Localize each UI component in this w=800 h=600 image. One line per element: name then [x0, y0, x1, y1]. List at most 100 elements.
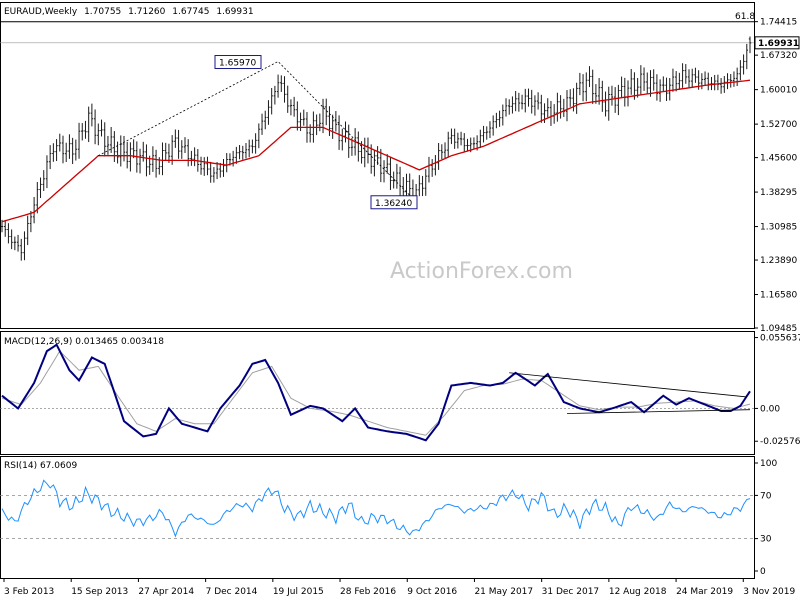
time-tick-label: 12 Aug 2018	[609, 587, 667, 597]
time-tick-label: 3 Nov 2019	[743, 587, 795, 597]
price-candle	[684, 64, 687, 84]
price-candle	[581, 74, 585, 102]
price-candle	[13, 236, 17, 251]
price-candle	[206, 156, 209, 176]
pivot-low-box	[370, 195, 418, 210]
price-candle	[7, 223, 10, 244]
price-candles	[0, 36, 752, 261]
price-candle	[4, 219, 7, 237]
price-candle	[26, 215, 29, 246]
pivot-low-label: 1.36240	[375, 199, 412, 209]
price-header: EURAUD,Weekly 1.70755 1.71260 1.67745 1.…	[4, 7, 254, 17]
price-candle	[748, 36, 752, 54]
price-candle	[373, 149, 376, 177]
symbol-label: EURAUD,Weekly	[4, 7, 78, 17]
price-tick-label: 1.23890	[760, 256, 797, 266]
price-candle	[209, 161, 212, 183]
price-candle	[376, 146, 379, 165]
price-candle	[729, 74, 732, 88]
price-candle	[395, 163, 399, 189]
price-candle	[694, 67, 697, 83]
close-value: 1.69931	[216, 7, 253, 17]
price-candle	[45, 155, 49, 189]
macd-upper-trendline	[509, 372, 747, 398]
price-candle	[109, 126, 113, 153]
price-candle	[334, 111, 338, 132]
price-candle	[186, 139, 190, 167]
price-candle	[700, 73, 704, 90]
price-candle	[662, 76, 665, 92]
price-candle	[267, 100, 270, 125]
price-candle	[347, 124, 350, 158]
price-candle	[382, 160, 386, 183]
price-candle	[421, 175, 424, 197]
price-candle	[328, 106, 331, 136]
price-candle	[514, 91, 517, 112]
price-candle	[594, 84, 598, 104]
price-candle	[183, 137, 187, 154]
price-candle	[636, 77, 639, 98]
price-candle	[219, 162, 222, 178]
price-candle	[212, 167, 216, 183]
price-candle	[463, 133, 466, 153]
price-candle	[225, 153, 228, 173]
pivot-dashed-trend	[98, 61, 417, 203]
price-candle	[732, 71, 736, 87]
price-candle	[408, 173, 411, 197]
price-candle	[546, 98, 549, 118]
price-candle	[331, 114, 334, 139]
price-candle	[572, 88, 575, 112]
price-candle	[607, 86, 610, 121]
price-candle	[466, 138, 469, 152]
price-candle	[337, 115, 341, 150]
price-candle	[251, 139, 254, 154]
price-tick-label: 1.30985	[760, 223, 797, 233]
price-candle	[52, 143, 55, 162]
price-candle	[254, 133, 257, 154]
price-candle	[363, 137, 366, 168]
high-value: 1.71260	[128, 7, 165, 17]
price-candle	[578, 72, 582, 96]
price-candle	[386, 154, 389, 174]
price-candle	[434, 155, 437, 176]
price-candle	[68, 134, 71, 159]
price-candle	[122, 135, 126, 162]
price-candle	[511, 96, 514, 114]
price-candle	[174, 129, 177, 148]
time-tick-label: 21 May 2017	[474, 587, 533, 597]
price-candle	[357, 131, 360, 162]
price-candle	[726, 73, 729, 90]
macd-tick-label: -0.02576	[760, 437, 800, 447]
watermark: ActionForex.com	[390, 259, 573, 284]
price-candle	[286, 85, 289, 113]
price-candle	[520, 94, 524, 110]
price-candle	[23, 231, 26, 261]
rsi-line	[1, 479, 751, 538]
price-candle	[145, 144, 148, 177]
price-candle	[552, 104, 556, 124]
price-candle	[58, 133, 61, 152]
macd-panel-frame	[0, 331, 755, 455]
price-candle	[703, 71, 707, 86]
price-tick-label: 1.45600	[760, 154, 797, 164]
price-candle	[597, 78, 601, 105]
price-candle	[713, 74, 716, 91]
price-candle	[164, 142, 167, 162]
price-candle	[540, 94, 543, 123]
price-candle	[620, 76, 623, 98]
rsi-tick-label: 70	[760, 491, 772, 501]
price-candle	[129, 142, 132, 172]
price-tick-label: 1.67320	[760, 51, 797, 61]
time-tick-label: 27 Apr 2014	[138, 587, 194, 597]
price-candle	[549, 100, 553, 126]
price-candle	[459, 131, 463, 146]
price-candle	[674, 71, 678, 92]
price-candle	[292, 96, 296, 117]
price-candle	[190, 150, 193, 166]
price-candle	[215, 162, 219, 180]
price-candle	[707, 72, 710, 91]
macd-header: MACD(12,26,9) 0.013465 0.003418	[4, 337, 164, 347]
price-candle	[244, 143, 248, 159]
price-candle	[84, 120, 87, 139]
